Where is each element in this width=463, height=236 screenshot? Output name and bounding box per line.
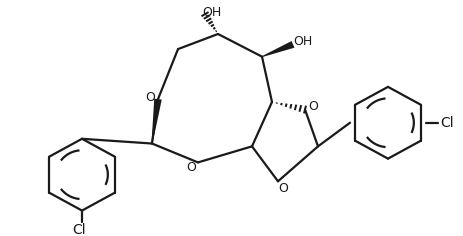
Text: O: O (145, 91, 155, 104)
Text: O: O (277, 182, 288, 195)
Text: OH: OH (293, 35, 312, 48)
Polygon shape (151, 99, 162, 143)
Text: Cl: Cl (72, 223, 86, 236)
Text: O: O (307, 100, 317, 113)
Polygon shape (261, 41, 294, 57)
Text: Cl: Cl (439, 116, 453, 130)
Text: O: O (186, 161, 195, 174)
Text: OH: OH (202, 6, 221, 19)
